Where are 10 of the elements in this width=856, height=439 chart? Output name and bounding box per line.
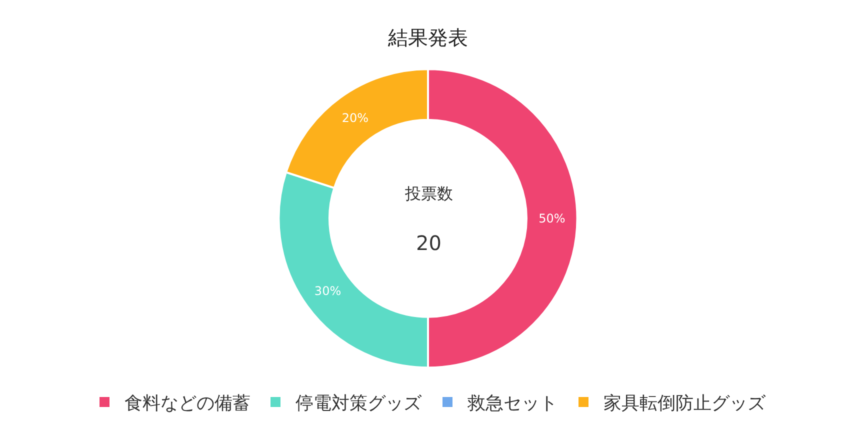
- text: 投票数: [404, 184, 453, 203]
- data-label: 30%: [314, 284, 342, 298]
- data-label: 50%: [538, 211, 566, 226]
- legend-label: 救急セット: [466, 393, 558, 414]
- legend-label: 停電対策グッズ: [296, 393, 422, 414]
- legend-label: 食料などの備蓄: [124, 393, 250, 414]
- legend-label: 家具転倒防止グッズ: [604, 393, 766, 414]
- text: 20: [416, 231, 442, 255]
- data-label: 20%: [342, 111, 369, 126]
- chart-title: 結果発表: [387, 26, 468, 50]
